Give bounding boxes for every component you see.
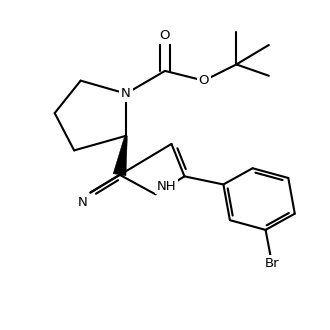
- Text: N: N: [121, 87, 131, 100]
- Text: O: O: [199, 74, 209, 87]
- Text: NH: NH: [157, 180, 177, 193]
- Text: O: O: [160, 29, 170, 42]
- Text: N: N: [77, 196, 87, 209]
- Text: Br: Br: [265, 257, 280, 271]
- Polygon shape: [113, 136, 127, 176]
